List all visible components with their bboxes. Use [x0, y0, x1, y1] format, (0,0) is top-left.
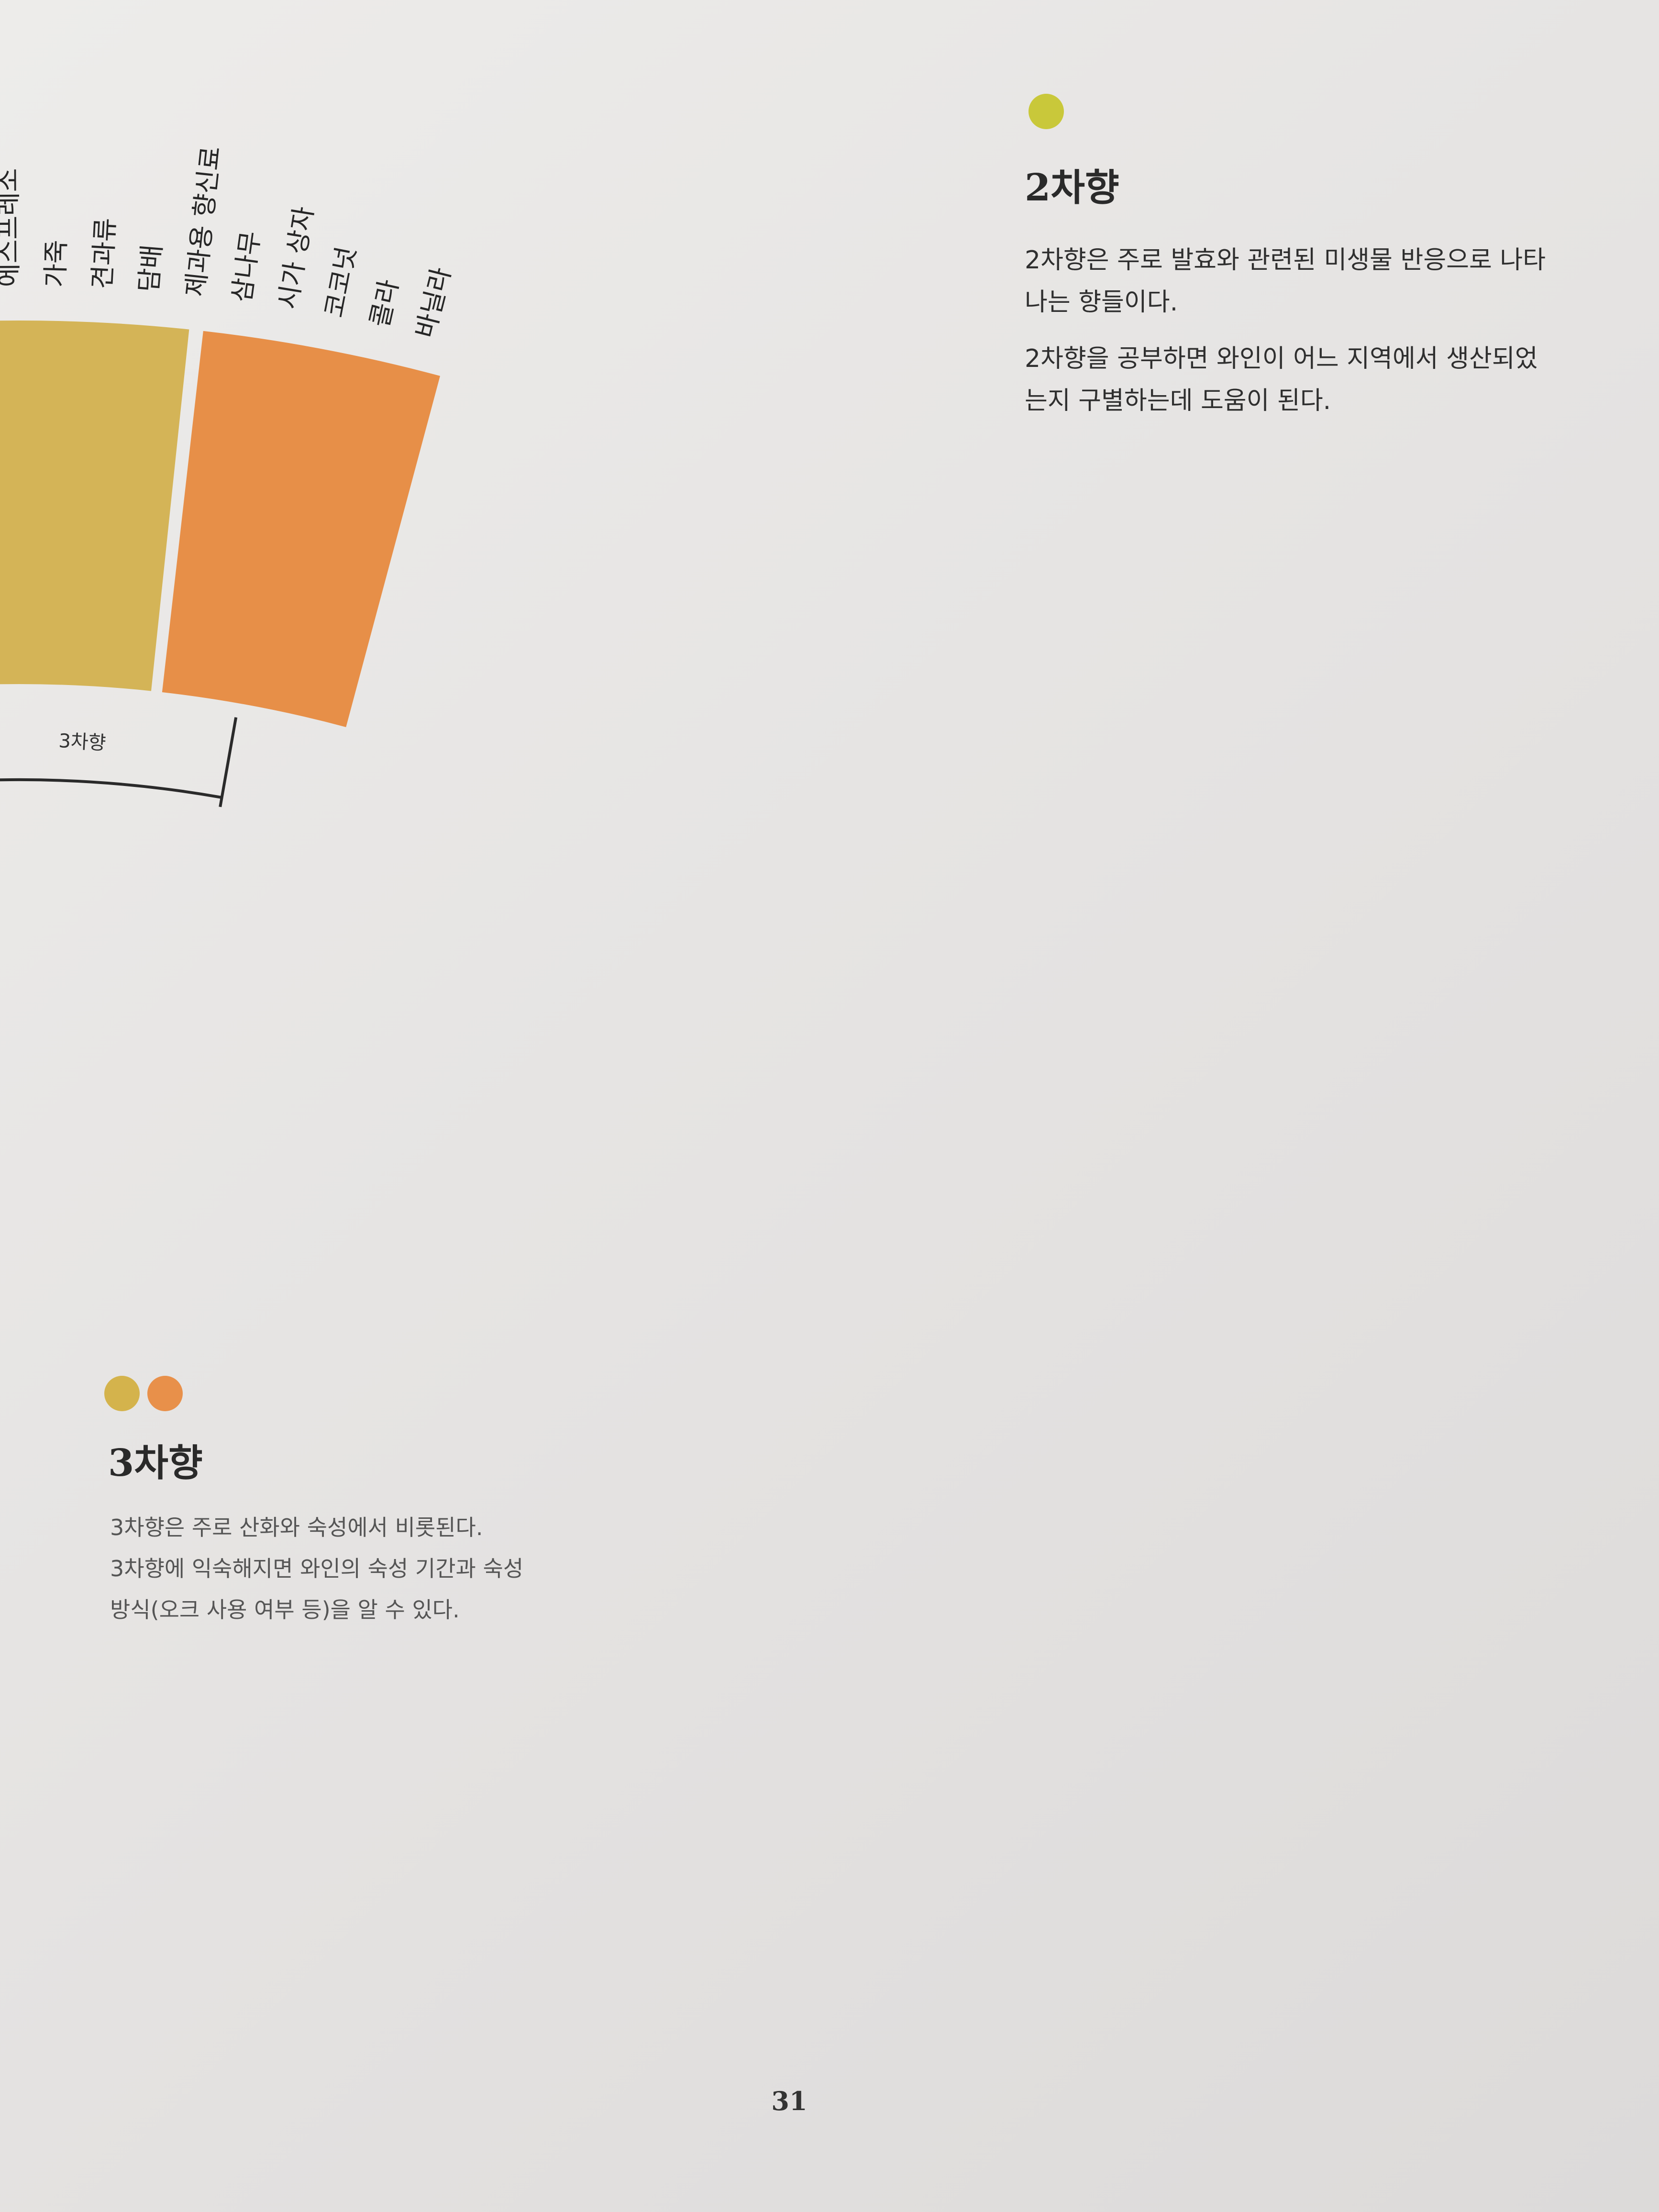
tertiary-paragraph-1: 3차향은 주로 산화와 숙성에서 비롯된다.: [110, 1515, 483, 1540]
category-segments: [0, 321, 440, 727]
inner-ring-label-3차향: 3차향: [58, 730, 106, 754]
tertiary-title: 3차향: [108, 1441, 203, 1485]
secondary-paragraph-1: 2차향은 주로 발효와 관련된 미생물 반응으로 나타나는 향들이다.: [1025, 246, 1546, 317]
page-number: 31: [771, 2086, 807, 2116]
aroma-term: 가죽: [40, 240, 71, 288]
tertiary-dot-1: [104, 1376, 140, 1411]
tertiary-dot-2: [147, 1376, 183, 1411]
aroma-term: 삼나무: [226, 229, 266, 304]
tertiary-paragraph-2: 3차향에 익숙해지면 와인의 숙성 기간과 숙성: [110, 1556, 524, 1582]
secondary-dot: [1029, 94, 1064, 129]
tertiary-description: 3차향은 주로 산화와 숙성에서 비롯된다. 3차향에 익숙해지면 와인의 숙성…: [110, 1507, 684, 1630]
aroma-term: 에스프레소: [0, 168, 24, 288]
aroma-term: 바닐라: [410, 265, 457, 341]
inner-rings: 1차향2차향3차향: [0, 717, 238, 807]
aroma-term: 콜라: [365, 277, 404, 330]
inner-ring-end: [219, 717, 238, 807]
aroma-term: 제과용 향신료: [180, 145, 226, 298]
segment-일반적-숙성: [0, 321, 189, 691]
inner-ring-arc-3: [0, 778, 222, 799]
secondary-description: 2차향은 주로 발효와 관련된 미생물 반응으로 나타나는 향들이다. 2차향을…: [1025, 239, 1560, 436]
aroma-term: 담배: [133, 243, 167, 293]
aroma-term: 코코넛: [319, 244, 362, 320]
tertiary-paragraph-3: 방식(오크 사용 여부 등)을 알 수 있다.: [110, 1597, 460, 1623]
secondary-paragraph-2: 2차향을 공부하면 와인이 어느 지역에서 생산되었는지 구별하는데 도움이 된…: [1025, 344, 1538, 415]
aroma-term: 시가 상자: [273, 205, 319, 311]
segment-오크-숙성: [162, 331, 440, 727]
secondary-title: 2차향: [1025, 166, 1119, 210]
aroma-term: 견과류: [87, 217, 121, 290]
